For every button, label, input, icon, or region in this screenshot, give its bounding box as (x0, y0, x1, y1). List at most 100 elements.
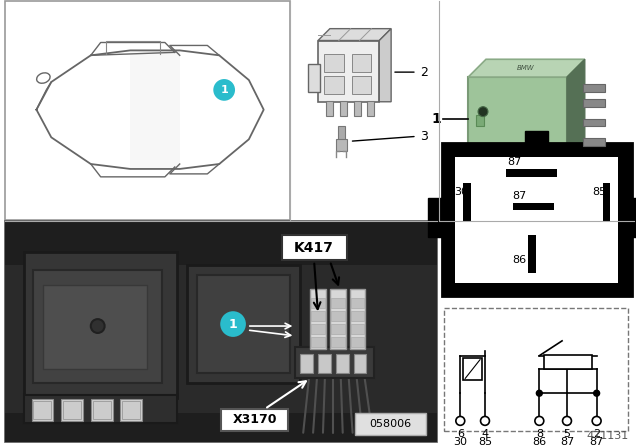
Bar (603, 183, 611, 222)
Bar (351, 298, 364, 308)
Ellipse shape (36, 73, 50, 83)
Circle shape (563, 417, 572, 425)
Bar (187, 265, 300, 383)
Bar (318, 354, 331, 374)
Circle shape (535, 417, 544, 425)
Bar (355, 413, 426, 435)
Bar (63, 401, 81, 419)
Text: 86: 86 (513, 255, 527, 265)
Bar (506, 169, 557, 177)
Bar (5, 221, 436, 442)
Bar (583, 84, 605, 92)
Bar (463, 183, 471, 222)
Bar (338, 126, 345, 141)
Circle shape (220, 311, 246, 337)
Bar (583, 119, 605, 126)
Bar (24, 395, 177, 423)
Bar (324, 76, 344, 94)
Text: 1: 1 (432, 112, 442, 126)
Bar (330, 289, 346, 349)
Bar (33, 270, 162, 383)
Circle shape (456, 417, 465, 425)
Polygon shape (318, 29, 391, 40)
Text: 471131: 471131 (586, 431, 628, 441)
Text: 87: 87 (589, 437, 604, 447)
Text: 85: 85 (478, 437, 492, 447)
Bar (324, 54, 344, 72)
Circle shape (213, 79, 235, 101)
Text: K417: K417 (294, 241, 334, 255)
Text: 1: 1 (228, 318, 237, 331)
Bar (351, 54, 371, 72)
Bar (331, 324, 345, 334)
Text: 2: 2 (593, 429, 600, 439)
Bar (630, 198, 640, 237)
Circle shape (536, 390, 542, 396)
Bar (24, 252, 177, 398)
Bar (351, 337, 364, 347)
Bar (445, 308, 628, 431)
Bar (336, 354, 349, 374)
Bar (455, 157, 618, 283)
Bar (33, 401, 51, 419)
Bar (438, 1, 635, 220)
Text: X3170: X3170 (232, 414, 277, 426)
Bar (442, 143, 632, 297)
Polygon shape (567, 59, 585, 161)
Bar (463, 358, 482, 380)
Bar (300, 354, 313, 374)
Bar (196, 275, 291, 374)
Polygon shape (131, 52, 180, 168)
Text: 058006: 058006 (369, 419, 412, 429)
Bar (351, 311, 364, 321)
Bar (476, 115, 484, 126)
Bar (353, 101, 360, 116)
Circle shape (481, 417, 490, 425)
Bar (529, 235, 536, 273)
Text: 5: 5 (563, 429, 570, 439)
Text: 87: 87 (513, 190, 527, 201)
Bar (351, 324, 364, 334)
Circle shape (91, 319, 104, 333)
Polygon shape (468, 59, 585, 77)
Bar (318, 40, 380, 102)
Bar (583, 138, 605, 146)
Polygon shape (380, 29, 391, 102)
Bar (331, 298, 345, 308)
Bar (353, 354, 367, 374)
Bar (351, 76, 371, 94)
Bar (311, 337, 325, 347)
Text: 86: 86 (532, 437, 547, 447)
Bar (525, 131, 548, 145)
Bar (340, 101, 347, 116)
Bar (5, 1, 291, 220)
Bar (428, 198, 444, 237)
Text: BMW: BMW (516, 65, 534, 71)
Bar (31, 399, 53, 421)
Text: 2: 2 (420, 65, 428, 78)
Bar (291, 1, 438, 220)
Bar (120, 399, 142, 421)
Bar (5, 265, 436, 413)
Text: 6: 6 (457, 429, 464, 439)
Bar (326, 101, 333, 116)
Bar (367, 101, 374, 116)
Bar (331, 337, 345, 347)
Text: 1: 1 (220, 85, 228, 95)
Bar (311, 324, 325, 334)
Text: 87: 87 (508, 157, 522, 167)
Bar (61, 399, 83, 421)
Bar (308, 64, 320, 92)
Text: 30: 30 (454, 187, 468, 197)
Bar (5, 221, 436, 442)
Bar (468, 77, 567, 161)
Circle shape (478, 107, 488, 116)
Bar (336, 139, 347, 151)
Bar (349, 289, 365, 349)
Bar (310, 289, 326, 349)
Bar (295, 347, 374, 379)
Text: 30: 30 (453, 437, 467, 447)
Text: 85: 85 (593, 187, 607, 197)
Bar (583, 99, 605, 107)
Bar (331, 311, 345, 321)
